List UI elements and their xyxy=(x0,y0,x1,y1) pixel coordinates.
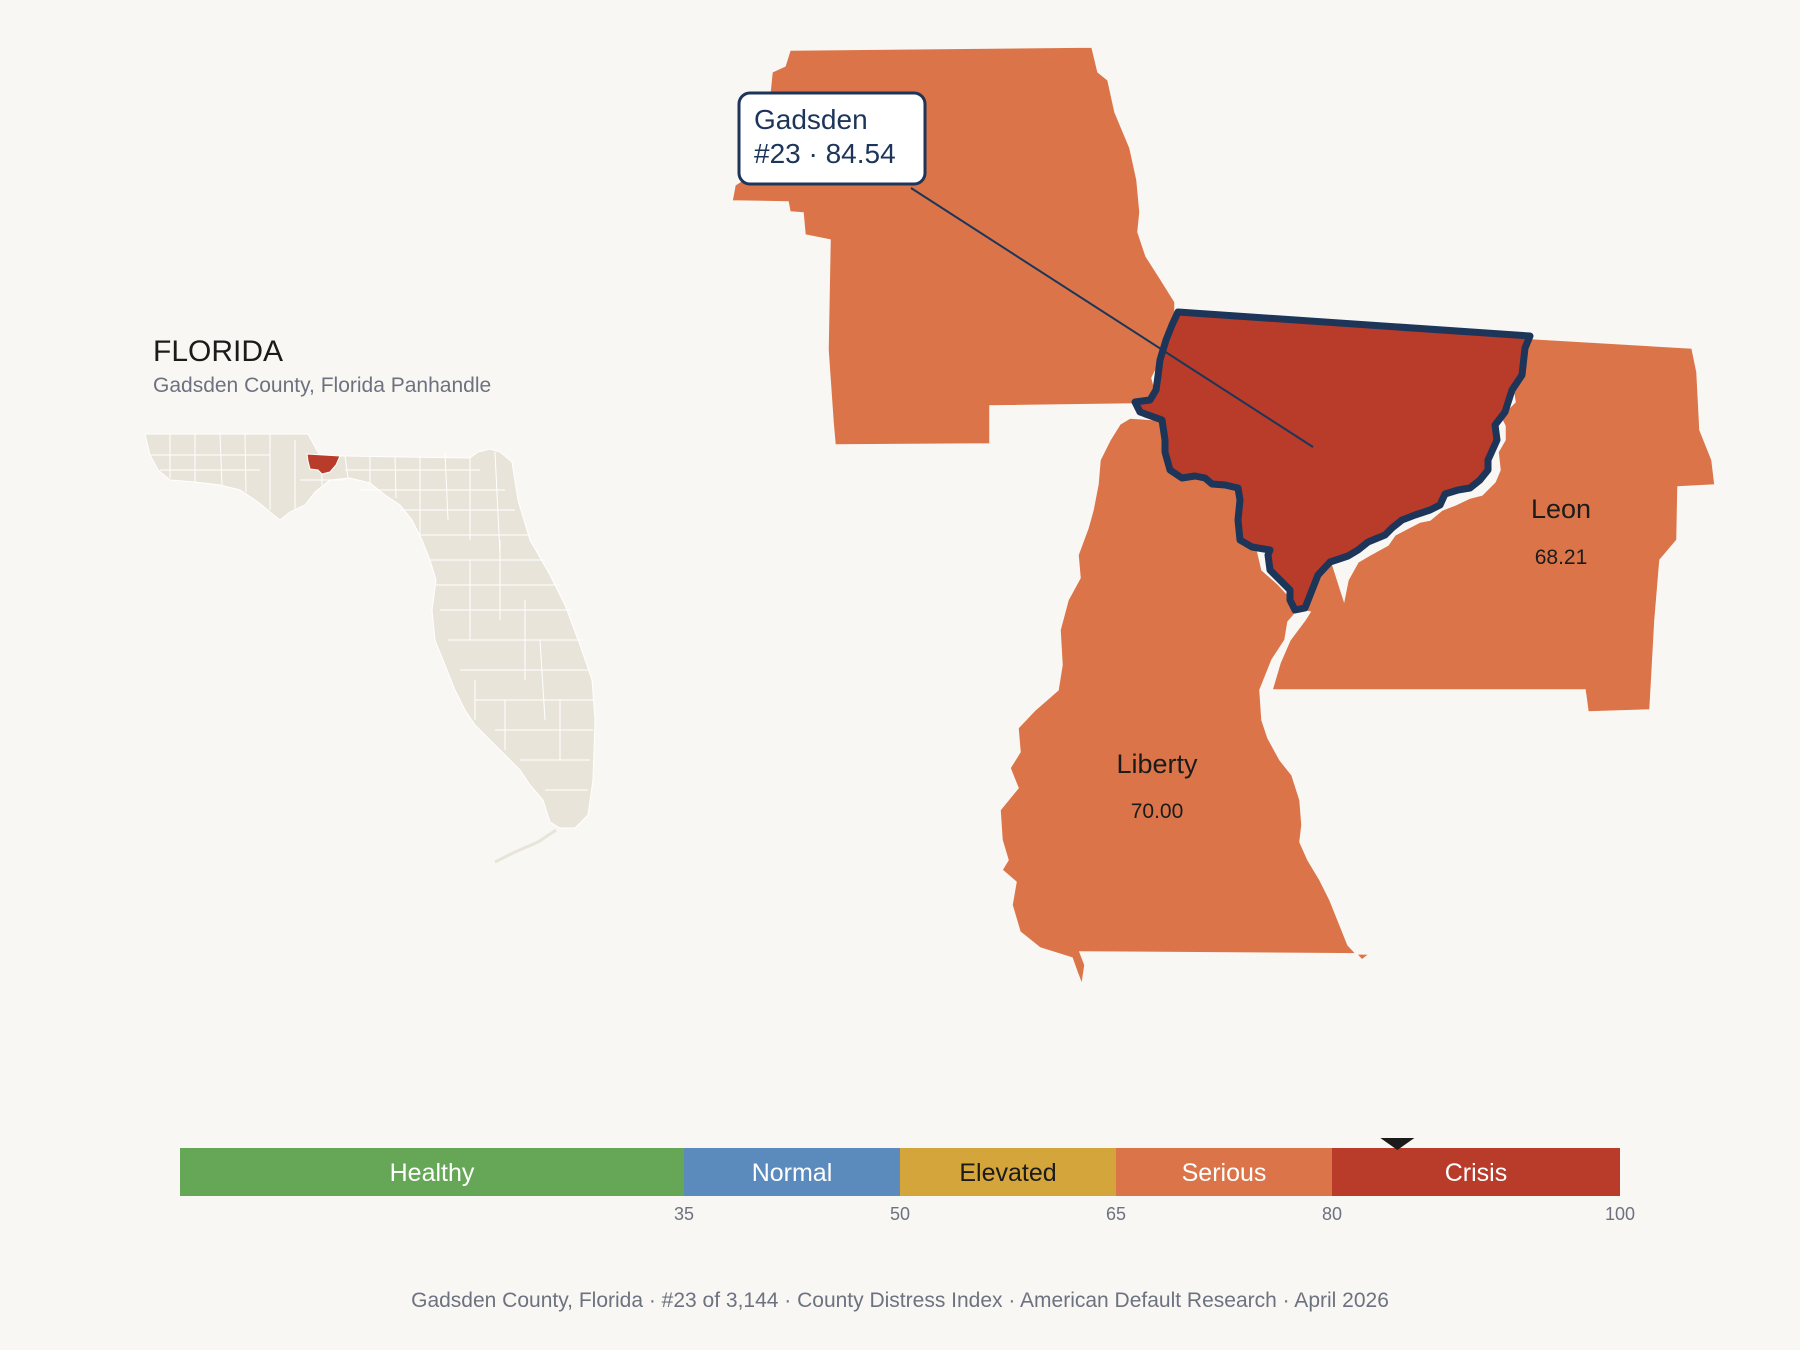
county-leon[interactable] xyxy=(1270,337,1716,713)
county-label-leon: Leon xyxy=(1531,494,1591,524)
distress-scale-legend: Healthy Normal Elevated Serious Crisis 35 50 65… xyxy=(180,1138,1635,1224)
county-value-liberty: 70.00 xyxy=(1131,800,1184,823)
legend-label-serious: Serious xyxy=(1182,1159,1267,1187)
florida-inset-map xyxy=(144,433,596,864)
state-subtitle: Gadsden County, Florida Panhandle xyxy=(153,374,491,397)
legend-band-elevated xyxy=(900,1148,1116,1196)
county-boundaries xyxy=(150,433,593,791)
county-map: Leon 68.21 Liberty 70.00 Gadsden #23 · 8… xyxy=(731,46,1716,988)
legend-tick-65: 65 xyxy=(1106,1204,1126,1224)
florida-keys xyxy=(494,828,557,864)
callout-county-name: Gadsden xyxy=(754,104,868,135)
county-gadsden-focus[interactable] xyxy=(1131,308,1534,614)
callout-box xyxy=(737,91,927,186)
legend-tick-80: 80 xyxy=(1322,1204,1342,1224)
legend-label-elevated: Elevated xyxy=(959,1159,1056,1187)
legend-band-healthy xyxy=(180,1148,684,1196)
legend-marker xyxy=(1380,1138,1415,1150)
county-value-leon: 68.21 xyxy=(1535,546,1588,569)
legend-band-normal xyxy=(684,1148,900,1196)
legend-tick-50: 50 xyxy=(890,1204,910,1224)
footer-caption: Gadsden County, Florida · #23 of 3,144 ·… xyxy=(411,1289,1389,1312)
gadsden-inset-highlight xyxy=(306,453,341,475)
county-label-liberty: Liberty xyxy=(1116,749,1198,779)
legend-tick-100: 100 xyxy=(1605,1204,1635,1224)
legend-label-healthy: Healthy xyxy=(390,1159,475,1187)
callout-leader-line xyxy=(910,187,1314,448)
florida-state-shape xyxy=(144,433,596,829)
legend-band-serious xyxy=(1116,1148,1332,1196)
legend-tick-35: 35 xyxy=(674,1204,694,1224)
legend-label-normal: Normal xyxy=(752,1159,833,1187)
callout-rank-score: #23 · 84.54 xyxy=(754,138,896,169)
state-title: FLORIDA xyxy=(153,335,283,368)
legend-label-crisis: Crisis xyxy=(1445,1159,1508,1187)
legend-band-crisis xyxy=(1332,1148,1620,1196)
county-liberty[interactable] xyxy=(999,417,1378,988)
